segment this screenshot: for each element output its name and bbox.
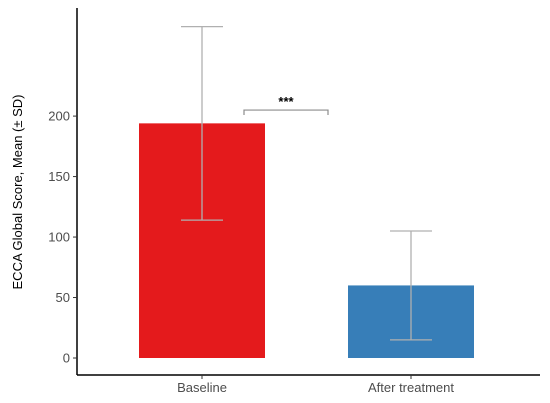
y-tick-label: 150	[48, 169, 70, 184]
error-bar-baseline	[181, 25, 223, 221]
significance-label: ***	[278, 94, 294, 109]
error-bar-after-treatment	[390, 230, 432, 341]
y-tick-label: 200	[48, 109, 70, 124]
y-tick-label: 50	[56, 290, 70, 305]
y-axis-title: ECCA Global Score, Mean (± SD)	[10, 95, 25, 290]
significance-layer: ***	[243, 94, 329, 116]
bars-layer	[139, 123, 474, 359]
y-tick-label: 100	[48, 230, 70, 245]
x-axis-ticks: Baseline After treatment	[177, 375, 454, 395]
y-tick-label: 0	[63, 351, 70, 366]
error-bars-layer	[181, 25, 432, 341]
x-tick-label-baseline: Baseline	[177, 380, 227, 395]
x-tick-label-after-treatment: After treatment	[368, 380, 454, 395]
significance-bracket	[243, 109, 329, 116]
y-axis-ticks: 0 50 100 150 200	[48, 109, 77, 366]
